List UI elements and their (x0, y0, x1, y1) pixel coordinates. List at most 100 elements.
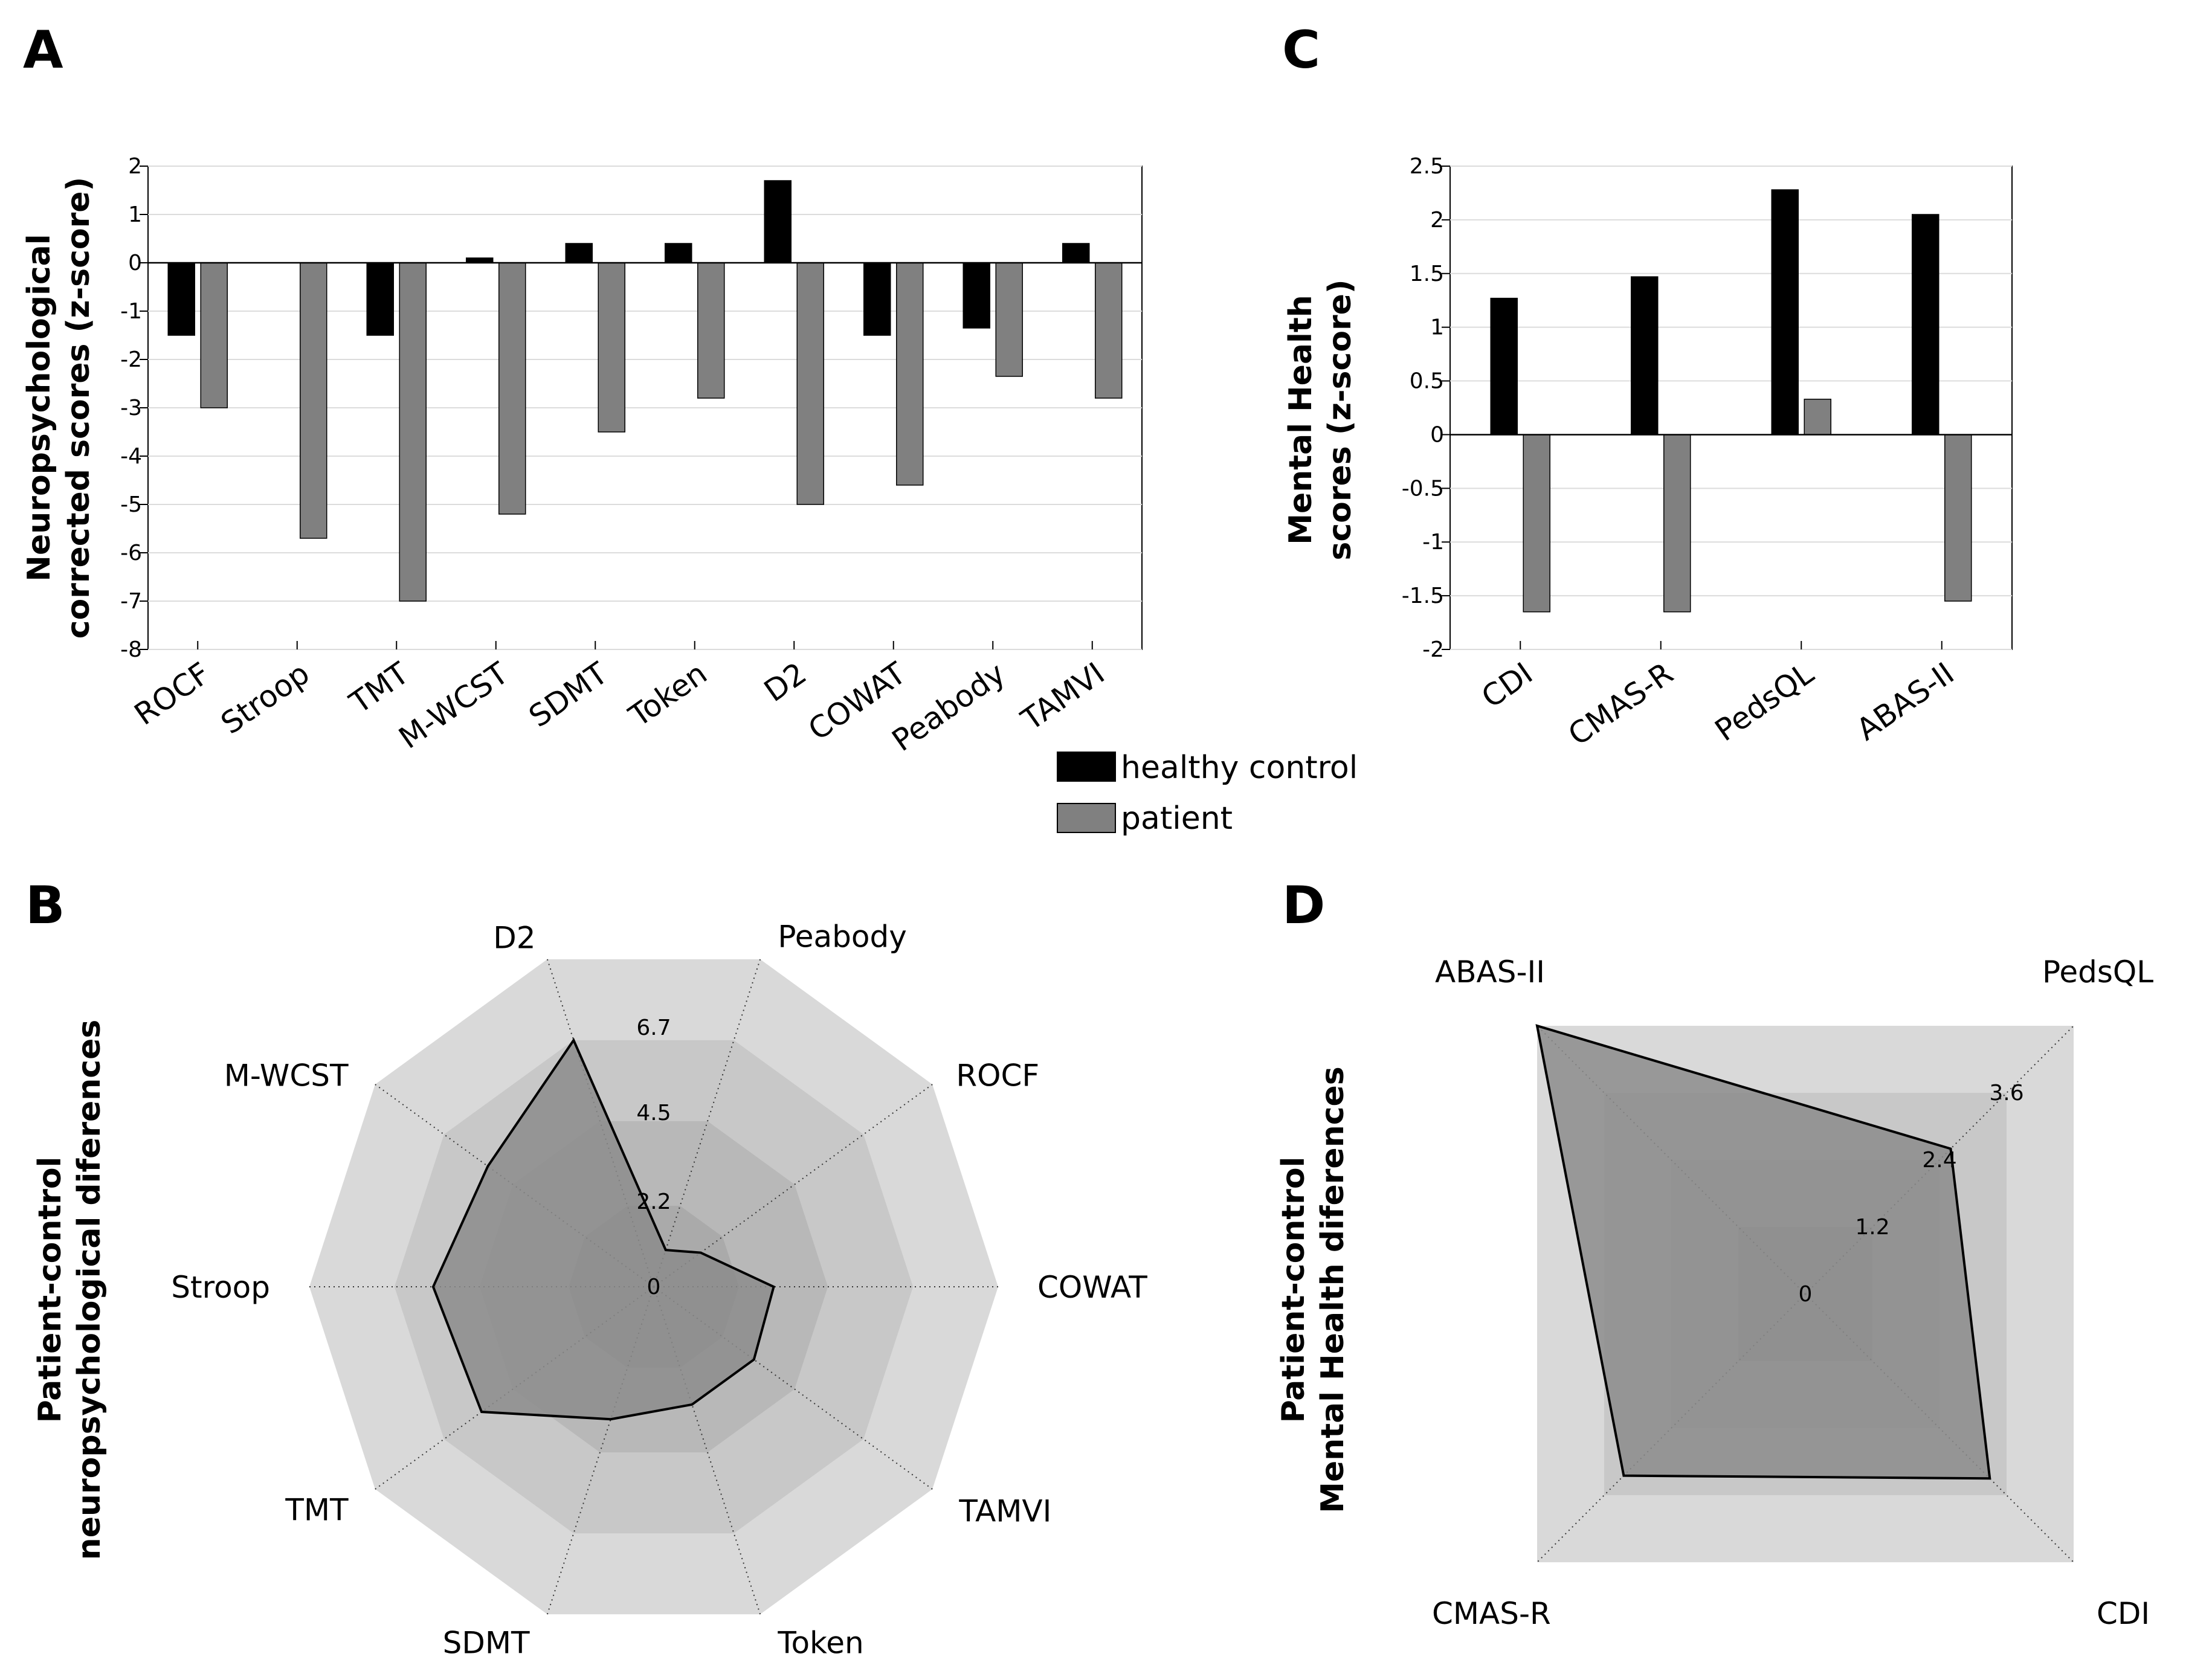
legend-patient-label: patient (1121, 800, 1233, 837)
b-ring-label: 6.7 (636, 1016, 671, 1040)
c-bar-healthy-cmas-r (1631, 276, 1659, 436)
panel-b-y-label-line2: neuropsychological diferences (71, 1020, 108, 1560)
a-y-tick-label: -3 (120, 396, 142, 420)
a-bar-healthy-token (665, 243, 692, 263)
panel-a-y-ticks: 2 1 0 -1 -2 -3 -4 -5 -6 -7 -8 (120, 154, 148, 662)
a-bar-patient-peabody (995, 262, 1023, 377)
panel-b-ring-labels: 0 2.2 4.5 6.7 (636, 1016, 671, 1299)
a-bar-patient-sdmt (598, 262, 625, 433)
c-y-tick-label: -1 (1422, 530, 1444, 555)
panel-d-radar-chart: 0 1.2 2.4 3.6 PedsQL CDI CMAS-R ABAS-II Patien… (1275, 955, 2153, 1631)
legend-healthy-swatch (1057, 752, 1116, 782)
c-bar-healthy-pedsql (1771, 189, 1799, 436)
a-bar-patient-tmt (399, 262, 427, 602)
d-ring-label: 2.4 (1922, 1148, 1956, 1173)
a-bar-patient-tamvi (1095, 262, 1123, 399)
b-axis-label-sdmt: SDMT (443, 1626, 530, 1661)
panel-d-data-polygon (1535, 1024, 1991, 1480)
a-bar-patient-token (697, 262, 725, 399)
b-ring-label: 2.2 (636, 1190, 671, 1214)
a-category-label-tamvi: TAMVI (1014, 655, 1111, 738)
c-y-tick-label: -0.5 (1402, 476, 1444, 501)
a-y-tick-label: -4 (120, 444, 142, 469)
panel-letter-b: B (25, 875, 65, 936)
panel-letter-a: A (23, 20, 63, 80)
c-bar-patient-cdi (1523, 434, 1550, 613)
b-axis-label-peabody: Peabody (778, 919, 906, 954)
panel-b-data-polygon (431, 1037, 775, 1421)
c-y-tick-label: 0 (1430, 422, 1444, 447)
c-y-tick-label: -1.5 (1402, 584, 1444, 608)
a-bar-healthy-sdmt (565, 243, 593, 263)
c-bar-healthy-abas-ii (1912, 214, 1940, 436)
a-y-tick-label: 0 (128, 251, 142, 275)
a-y-tick-label: 1 (128, 202, 142, 227)
a-bar-patient-cowat (896, 262, 924, 486)
d-ring-label: 1.2 (1855, 1215, 1889, 1240)
c-category-label-cmas-r: CMAS-R (1562, 655, 1679, 752)
c-category-label-abas-ii: ABAS-II (1850, 655, 1960, 747)
a-bar-patient-d2 (796, 262, 824, 505)
d-axis-label-abas-ii: ABAS-II (1435, 955, 1545, 990)
b-axis-label-stroop: Stroop (171, 1270, 270, 1305)
panel-a-gridlines (148, 166, 1142, 650)
c-y-tick-label: 0.5 (1410, 369, 1444, 394)
a-category-label-sdmt: SDMT (523, 655, 614, 734)
d-ring-label: 0 (1799, 1282, 1813, 1307)
panel-c-y-label-line1: Mental Health (1283, 295, 1319, 545)
legend-patient-swatch (1057, 803, 1116, 833)
a-category-label-token: Token (622, 655, 714, 734)
legend: healthy control patient (1057, 750, 1358, 837)
panel-letter-d: D (1282, 875, 1325, 936)
c-bar-patient-abas-ii (1944, 434, 1972, 602)
a-category-label-rocf: ROCF (128, 655, 216, 732)
panel-c-y-ticks: 2.5 2 1.5 1 0.5 0 -0.5 -1 -1.5 -2 (1402, 154, 1450, 662)
a-bar-patient-m-wcst (498, 262, 526, 515)
b-axis-label-cowat: COWAT (1037, 1270, 1147, 1305)
a-bar-patient-stroop (300, 262, 327, 539)
c-y-tick-label: 2 (1430, 208, 1444, 233)
d-ring-label: 3.6 (1989, 1081, 2023, 1106)
c-bar-healthy-cdi (1490, 297, 1518, 436)
d-axis-label-cmas-r: CMAS-R (1432, 1596, 1551, 1631)
panel-a-y-label-line1: Neuropsychological (21, 234, 57, 581)
b-axis-label-token: Token (777, 1626, 863, 1661)
panel-a-bars (167, 180, 1123, 602)
panel-d-axis-labels: PedsQL CDI CMAS-R ABAS-II (1432, 955, 2153, 1631)
a-bar-healthy-tmt (366, 262, 394, 336)
b-axis-label-rocf: ROCF (956, 1058, 1039, 1093)
panel-a-x-tick-marks (197, 641, 1093, 649)
a-y-tick-label: -7 (120, 589, 142, 614)
b-axis-label-tmt: TMT (285, 1493, 349, 1528)
b-axis-label-tamvi: TAMVI (958, 1494, 1051, 1529)
d-axis-label-pedsql: PedsQL (2042, 955, 2153, 990)
a-bar-healthy-d2 (764, 180, 792, 263)
c-y-tick-label: 1 (1430, 315, 1444, 340)
a-category-label-stroop: Stroop (214, 655, 315, 741)
panel-b-axis-labels: D2 Peabody ROCF COWAT TAMVI Token SDMT TMT Stroo… (171, 919, 1147, 1660)
a-y-tick-label: -5 (120, 492, 142, 517)
d-axis-label-cdi: CDI (2097, 1596, 2150, 1631)
a-bar-healthy-rocf (167, 262, 195, 336)
a-category-label-peabody: Peabody (886, 655, 1011, 758)
a-category-label-d2: D2 (758, 655, 813, 709)
panel-c-category-labels: CDI CMAS-R PedsQL ABAS-II (1475, 655, 1961, 752)
b-ring-label: 4.5 (636, 1101, 671, 1125)
panel-c-bars (1490, 189, 1972, 613)
panel-letter-c: C (1282, 20, 1320, 80)
a-bar-patient-rocf (200, 262, 228, 408)
a-category-label-m-wcst: M-WCST (393, 655, 515, 756)
panel-c-x-tick-marks (1520, 641, 1943, 649)
a-y-tick-label: -6 (120, 541, 142, 565)
c-y-tick-label: 2.5 (1410, 154, 1444, 179)
c-bar-patient-cmas-r (1663, 434, 1691, 613)
a-bar-healthy-tamvi (1062, 243, 1090, 263)
b-axis-label-d2: D2 (493, 920, 535, 955)
a-y-tick-label: -8 (120, 637, 142, 662)
a-y-tick-label: -2 (120, 347, 142, 372)
panel-d-y-label-line2: Mental Health diferences (1315, 1066, 1351, 1513)
c-bar-patient-pedsql (1804, 399, 1831, 436)
panel-d-y-label-line1: Patient-control (1275, 1157, 1312, 1423)
